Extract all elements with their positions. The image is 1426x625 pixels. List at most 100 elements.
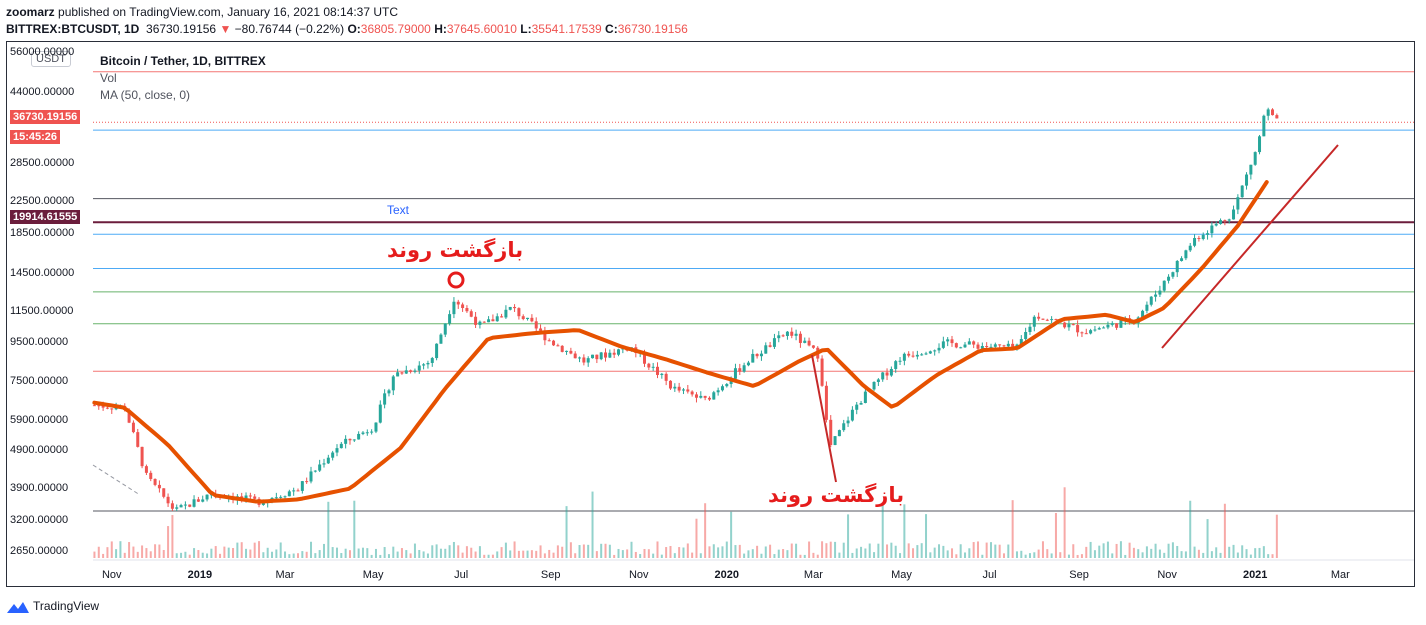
volume-bar: [258, 541, 261, 558]
volume-bar: [478, 546, 481, 558]
y-tick-label: 2650.00000: [10, 544, 69, 557]
candle-body: [196, 499, 200, 502]
candle-body: [1227, 219, 1231, 221]
text-label[interactable]: Text: [387, 203, 410, 217]
candle-body: [404, 370, 408, 374]
currency-badge[interactable]: USDT: [31, 51, 71, 67]
volume-bar: [240, 542, 243, 558]
volume-bar: [249, 549, 252, 558]
candle-body: [409, 370, 413, 372]
annotation-top[interactable]: بازگشت روند: [387, 238, 524, 262]
x-tick-label: May: [362, 569, 384, 581]
volume-bar: [790, 543, 793, 558]
candle-body: [526, 317, 530, 320]
candle-body: [513, 306, 517, 309]
candle-body: [933, 350, 937, 352]
volume-bar: [821, 541, 824, 558]
candle-body: [400, 372, 404, 374]
volume-bar: [799, 554, 802, 558]
x-tick-label: Nov: [101, 569, 122, 581]
volume-bar: [357, 548, 360, 558]
candle-body: [1028, 326, 1032, 333]
candle-body: [980, 345, 984, 349]
candle-body: [902, 353, 906, 361]
y-tick-label: 3200.00000: [10, 513, 69, 526]
candle-body: [309, 471, 313, 482]
candle-body: [452, 301, 456, 315]
annotation-bottom[interactable]: بازگشت روند: [768, 483, 905, 507]
volume-bar: [1193, 546, 1196, 558]
volume-bar: [873, 552, 876, 558]
volume-bar: [673, 553, 676, 558]
y-tick-label: 5900.00000: [10, 413, 69, 426]
candle-body: [92, 405, 96, 407]
volume-bar: [141, 545, 144, 558]
chart-frame[interactable]: [6, 41, 1415, 587]
candle-body: [1171, 272, 1175, 277]
volume-bar: [344, 548, 347, 558]
volume-bar: [1011, 500, 1014, 558]
candle-body: [950, 339, 954, 344]
volume-bar: [543, 553, 546, 558]
volume-bar: [907, 543, 910, 558]
volume-bar: [704, 503, 707, 558]
candle-body: [283, 496, 287, 498]
volume-bar: [691, 552, 694, 558]
candle-body: [1214, 223, 1218, 226]
candle-body: [894, 361, 898, 369]
volume-bar: [621, 550, 624, 558]
volume-bar: [197, 550, 200, 558]
candle-body: [915, 354, 919, 357]
candle-body: [1180, 258, 1184, 261]
volume-bar: [496, 551, 499, 558]
volume-bar: [989, 542, 992, 558]
volume-bar: [97, 546, 100, 558]
c-label: C:: [605, 22, 618, 36]
volume-bar: [734, 545, 737, 558]
candle-body: [972, 341, 976, 345]
candle-body: [153, 478, 157, 485]
candle-body: [105, 407, 109, 409]
candle-body: [1249, 164, 1253, 175]
volume-bar: [1232, 544, 1235, 558]
volume-bar: [188, 554, 191, 558]
trend-line-upper: [1161, 144, 1339, 349]
volume-bar: [1115, 543, 1118, 558]
high-value: 37645.60010: [446, 22, 517, 36]
candle-body: [803, 340, 807, 343]
volume-bar: [699, 553, 702, 558]
candle-body: [136, 432, 140, 447]
legend-vol: Vol: [100, 71, 117, 85]
volume-bar: [223, 546, 226, 558]
volume-bar: [777, 549, 780, 558]
volume-bar: [379, 554, 382, 558]
volume-bar: [448, 545, 451, 558]
volume-bar: [738, 544, 741, 558]
close-value: 36730.19156: [617, 22, 688, 36]
volume-bar: [1267, 554, 1270, 558]
volume-bar: [361, 547, 364, 558]
volume-bar: [1002, 553, 1005, 558]
candle-body: [487, 319, 491, 323]
volume-bar: [171, 515, 174, 558]
candle-body: [846, 420, 850, 424]
candle-body: [1019, 339, 1023, 345]
candle-body: [954, 343, 958, 348]
author[interactable]: zoomarz: [6, 5, 55, 19]
y-tick-label: 14500.00000: [10, 267, 75, 280]
volume-bar: [284, 551, 287, 558]
countdown-tag: 15:45:26: [10, 130, 61, 144]
volume-bar: [695, 518, 698, 558]
volume-bar: [864, 548, 867, 558]
volume-bar: [1046, 549, 1049, 558]
volume-bar: [310, 541, 313, 558]
candle-body: [1154, 294, 1158, 297]
volume-bar: [595, 551, 598, 558]
volume-bar: [413, 543, 416, 558]
volume-bar: [474, 551, 477, 558]
x-tick-label: Mar: [275, 569, 295, 581]
volume-bar: [123, 552, 126, 558]
volume-bar: [1223, 503, 1226, 558]
volume-bar: [162, 549, 165, 558]
